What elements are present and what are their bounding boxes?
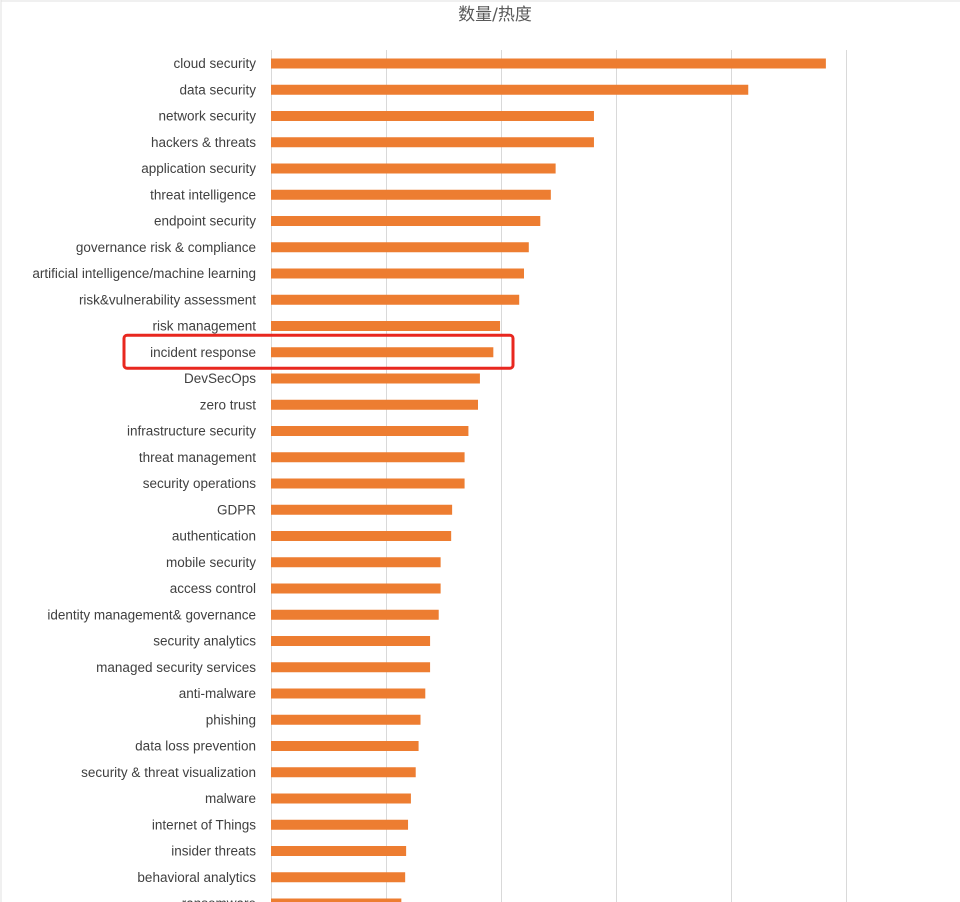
- bar: [271, 216, 541, 226]
- category-label: threat management: [139, 450, 256, 465]
- bar: [271, 321, 501, 331]
- bar: [271, 531, 452, 541]
- bar: [271, 478, 465, 489]
- bar: [271, 504, 453, 515]
- category-label: anti-malware: [179, 686, 256, 701]
- category-label: GDPR: [217, 502, 256, 517]
- category-label: zero trust: [200, 397, 257, 412]
- category-label: security operations: [143, 476, 257, 491]
- category-label: cloud security: [173, 56, 256, 71]
- bar: [271, 268, 524, 279]
- category-label: malware: [205, 791, 256, 806]
- category-label: authentication: [172, 529, 256, 544]
- category-label: behavioral analytics: [137, 870, 256, 885]
- bars: [271, 58, 826, 902]
- bar: [271, 662, 431, 673]
- category-label: application security: [141, 161, 256, 176]
- category-label: risk&vulnerability assessment: [79, 292, 256, 307]
- category-label: risk management: [152, 319, 256, 334]
- category-label: DevSecOps: [184, 371, 256, 386]
- category-label: artificial intelligence/machine learning: [32, 266, 256, 281]
- highlight-box: [122, 333, 515, 370]
- bar: [271, 58, 826, 69]
- bar: [271, 819, 409, 830]
- category-label: identity management& governance: [47, 607, 256, 622]
- bar: [271, 557, 441, 568]
- bar: [271, 84, 749, 95]
- bar: [271, 688, 426, 699]
- category-label: incident response: [150, 345, 256, 360]
- bar: [271, 741, 419, 751]
- bar: [271, 872, 406, 883]
- category-label: data security: [179, 82, 256, 97]
- category-label: internet of Things: [152, 817, 256, 832]
- bar: [271, 163, 556, 174]
- bar: [271, 846, 407, 856]
- bar: [271, 373, 480, 384]
- bar: [271, 347, 494, 358]
- bar: [271, 767, 416, 778]
- category-label: phishing: [206, 712, 256, 727]
- category-label: threat intelligence: [150, 187, 256, 202]
- bar: [271, 583, 441, 594]
- bar: [271, 189, 551, 200]
- bar: [271, 111, 594, 121]
- bar: [271, 793, 411, 804]
- bar: [271, 137, 594, 148]
- category-label: managed security services: [96, 660, 256, 675]
- category-label: endpoint security: [154, 214, 256, 229]
- bar: [271, 636, 431, 646]
- category-label: security & threat visualization: [81, 765, 256, 780]
- bar: [271, 399, 478, 410]
- category-label: governance risk & compliance: [76, 240, 256, 255]
- bar: [271, 609, 439, 620]
- bar: [271, 898, 402, 902]
- bar: [271, 452, 465, 463]
- category-label: insider threats: [171, 844, 256, 859]
- category-label: mobile security: [166, 555, 256, 570]
- bar: [271, 714, 421, 725]
- bar: [271, 242, 529, 253]
- category-label: access control: [170, 581, 256, 596]
- category-label: ransomware: [182, 896, 256, 902]
- category-label: infrastructure security: [127, 424, 256, 439]
- chart-title: 数量/热度: [458, 5, 532, 25]
- category-label: hackers & threats: [151, 135, 256, 150]
- category-label: data loss prevention: [135, 739, 256, 754]
- bar: [271, 294, 520, 305]
- category-label: security analytics: [153, 634, 256, 649]
- bar: [271, 426, 469, 436]
- category-labels: cloud security data security network secur…: [32, 56, 256, 902]
- category-label: network security: [158, 109, 256, 124]
